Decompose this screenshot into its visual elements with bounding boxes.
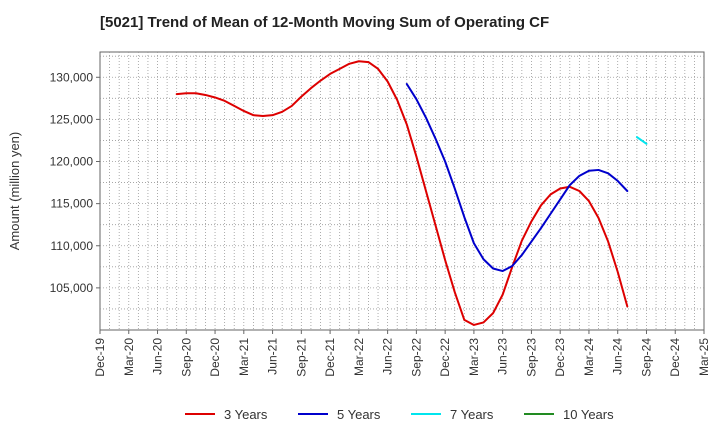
- legend-label: 7 Years: [450, 407, 494, 422]
- x-tick-label: Sep-22: [409, 338, 423, 377]
- y-tick-label: 105,000: [50, 281, 94, 295]
- x-tick-label: Mar-25: [697, 338, 711, 376]
- grid-lines: [100, 52, 704, 330]
- x-tick-label: Sep-24: [639, 338, 653, 377]
- y-axis-ticks: 105,000 110,000 115,000 120,000 125,000 130,0…: [50, 70, 100, 295]
- series-line-5-years: [405, 83, 629, 273]
- legend-label: 5 Years: [337, 407, 381, 422]
- x-tick-label: Mar-22: [352, 338, 366, 376]
- y-tick-label: 110,000: [51, 239, 94, 253]
- x-tick-label: Jun-23: [496, 338, 510, 375]
- y-tick-label: 130,000: [50, 70, 94, 84]
- y-tick-label: 115,000: [51, 197, 94, 211]
- plot-area: [99, 51, 705, 331]
- series-lines: [175, 60, 648, 326]
- x-tick-label: Dec-21: [323, 338, 337, 377]
- x-tick-label: Jun-22: [381, 338, 395, 375]
- x-tick-label: Jun-21: [266, 338, 280, 375]
- series-line-7-years: [635, 136, 648, 145]
- x-axis-ticks: Dec-19 Mar-20 Jun-20 Sep-20 Dec-20 Mar-21 Jun-…: [93, 330, 711, 377]
- x-tick-label: Mar-21: [237, 338, 251, 376]
- x-tick-label: Sep-21: [294, 338, 308, 377]
- legend-label: 10 Years: [563, 407, 614, 422]
- legend: 3 Years 5 Years 7 Years 10 Years: [185, 407, 614, 422]
- x-tick-label: Mar-24: [582, 338, 596, 376]
- x-tick-label: Jun-20: [151, 338, 165, 375]
- x-tick-label: Dec-22: [438, 338, 452, 377]
- x-tick-label: Dec-19: [93, 338, 107, 377]
- chart-title: [5021] Trend of Mean of 12-Month Moving …: [100, 14, 549, 31]
- y-tick-label: 120,000: [50, 155, 94, 169]
- x-tick-label: Mar-23: [467, 338, 481, 376]
- x-tick-label: Jun-24: [611, 338, 625, 375]
- x-tick-label: Sep-23: [524, 338, 538, 377]
- series-line-3-years: [175, 60, 629, 326]
- x-tick-label: Sep-20: [179, 338, 193, 377]
- x-tick-label: Mar-20: [122, 338, 136, 376]
- y-axis-label: Amount (million yen): [7, 132, 22, 251]
- legend-label: 3 Years: [224, 407, 268, 422]
- x-tick-label: Dec-24: [668, 338, 682, 377]
- y-tick-label: 125,000: [50, 112, 94, 126]
- x-tick-label: Dec-23: [553, 338, 567, 377]
- x-tick-label: Dec-20: [208, 338, 222, 377]
